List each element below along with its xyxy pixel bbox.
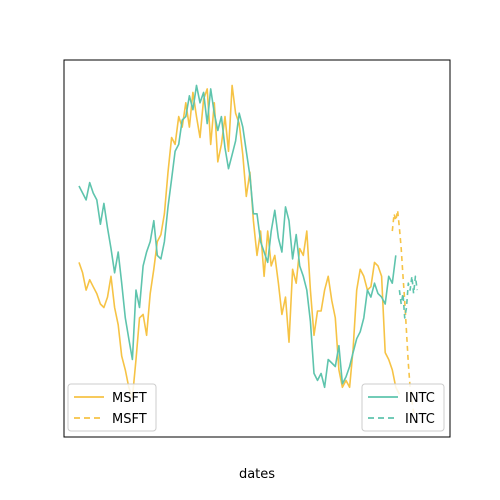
series-line-msft-solid [78, 84, 401, 399]
legend-label-intc-solid: INTC [405, 391, 435, 406]
legend-label-intc-dashed: INTC [405, 412, 435, 427]
series-line-intc-solid [78, 84, 397, 389]
legend-frame [67, 383, 157, 432]
legend-lower-left: MSFT MSFT [67, 383, 157, 432]
legend-lower-right: INTC INTC [361, 383, 445, 432]
legend-label-msft-dashed: MSFT [112, 412, 147, 427]
series-group [78, 84, 418, 419]
legend-frame [361, 383, 445, 432]
series-line-msft-dashed [391, 209, 418, 419]
x-axis-label: dates [239, 467, 275, 482]
plot-frame [63, 59, 451, 438]
series-line-intc-dashed [398, 275, 418, 319]
legend-label-msft-solid: MSFT [112, 391, 147, 406]
